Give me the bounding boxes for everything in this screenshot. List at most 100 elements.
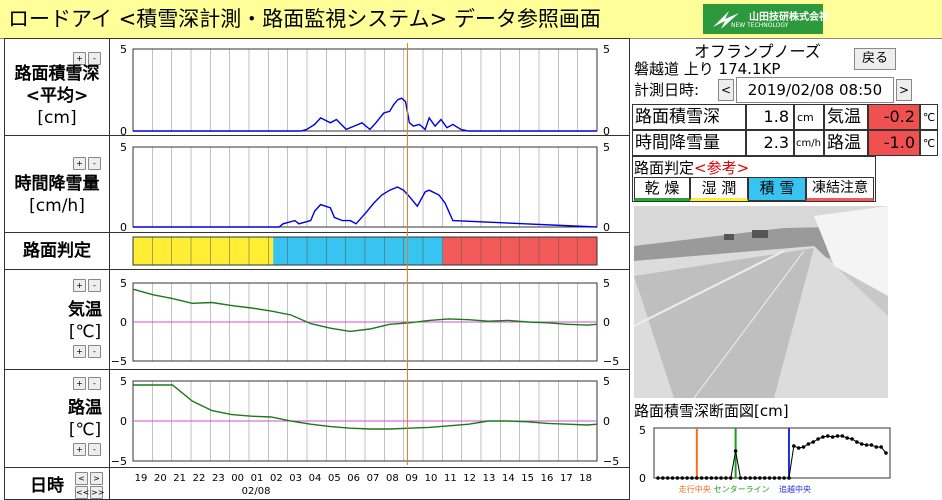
- x-tick-label: 17: [560, 473, 573, 484]
- snowfall-minus-button[interactable]: -: [88, 157, 101, 170]
- y-tick-label: −5: [603, 355, 619, 368]
- xsec-point: [680, 476, 685, 480]
- xsec-point: [835, 434, 840, 438]
- y-tick-label: −5: [111, 355, 127, 368]
- air-temp-minus-button-2[interactable]: -: [88, 345, 101, 358]
- xsec-point: [695, 476, 699, 480]
- y-tick-label: 5: [603, 375, 610, 388]
- x-tick-label: 21: [173, 473, 186, 484]
- snowfall-plus-button[interactable]: +: [73, 157, 86, 170]
- plot-frame: [132, 146, 598, 228]
- x-tick-label: 08: [386, 473, 399, 484]
- x-tick-label: 11: [444, 473, 457, 484]
- air-temp-reading-unit: ℃: [920, 104, 938, 130]
- company-subtitle: NEW TECHNOLOGY: [731, 22, 789, 29]
- xsec-point: [801, 445, 806, 449]
- x-tick-label: 13: [483, 473, 496, 484]
- series-line: [133, 186, 598, 228]
- xsec-point: [762, 476, 767, 480]
- status-frame: [132, 236, 598, 266]
- datetime-field[interactable]: 2019/02/08 08:50: [736, 77, 894, 103]
- xsec-point: [816, 437, 820, 441]
- x-tick-label: 06: [347, 473, 360, 484]
- xsec-point: [864, 443, 869, 447]
- y-tick-label: 5: [120, 43, 127, 56]
- judgement-reference: <参考>: [694, 159, 750, 177]
- company-logo: 山田技研株式会社 NEW TECHNOLOGY: [703, 4, 829, 34]
- datetime-axis-label: 日時: [30, 476, 64, 496]
- road-status-label: 路面判定: [23, 241, 91, 261]
- xsec-point: [806, 442, 811, 446]
- x-tick-label: 23: [212, 473, 225, 484]
- snow-depth-reading-label: 路面積雪深: [632, 104, 746, 130]
- xsec-marker-label: 走行中央: [679, 484, 711, 494]
- xsec-point: [724, 476, 728, 480]
- x-tick-label: 05: [328, 473, 341, 484]
- air-temp-plus-button[interactable]: +: [73, 279, 86, 292]
- y-tick-label: 5: [603, 43, 610, 56]
- last-button[interactable]: >>: [90, 486, 105, 499]
- y-tick-label: 5: [120, 277, 127, 290]
- y-tick-label: 0: [603, 316, 610, 329]
- road-temp-minus-button-2[interactable]: -: [88, 443, 101, 456]
- x-tick-label: 18: [579, 473, 592, 484]
- y-tick-label: −5: [111, 455, 127, 468]
- company-name: 山田技研株式会社: [749, 12, 829, 23]
- x-tick-label: 07: [367, 473, 380, 484]
- first-button[interactable]: <<: [75, 486, 90, 499]
- x-tick-label: 22: [193, 473, 206, 484]
- snow-depth-minus-button[interactable]: -: [88, 52, 101, 65]
- road-temp-reading-label: 路温: [824, 130, 868, 156]
- prev-button[interactable]: <: [75, 472, 88, 485]
- y-tick-label: 0: [603, 221, 610, 234]
- y-tick-label: 0: [120, 316, 127, 329]
- judgement-box: [632, 156, 876, 202]
- xsec-point: [719, 476, 723, 480]
- air-temp-label: 気温: [68, 300, 102, 320]
- xsec-point: [772, 476, 777, 480]
- xsec-point: [704, 476, 709, 480]
- charts-svg: 0 05 50 05 5−5 −50 05 5−5 −50 05 519 20 21 22 23 00 01 02…: [111, 43, 619, 497]
- x-tick-label: 15: [521, 473, 534, 484]
- next-button[interactable]: >: [90, 472, 103, 485]
- xsec-ymin: 0: [639, 472, 646, 485]
- xsec-point: [738, 476, 743, 480]
- road-temp-unit: [℃]: [68, 420, 102, 440]
- x-tick-label: 09: [405, 473, 418, 484]
- xsec-point: [821, 435, 825, 439]
- xsec-ymax: 5: [639, 424, 646, 437]
- road-temp-label: 路温: [68, 398, 102, 418]
- air-temp-plus-button-2[interactable]: +: [73, 345, 86, 358]
- series-line: [132, 288, 598, 333]
- y-tick-label: 5: [603, 277, 610, 290]
- x-tick-label: 12: [463, 473, 476, 484]
- series-line: [133, 97, 597, 132]
- y-tick-label: 0: [120, 415, 127, 428]
- air-temp-minus-button[interactable]: -: [88, 279, 101, 292]
- snowfall-reading-value: 2.3: [746, 130, 794, 156]
- xsec-point: [850, 437, 854, 441]
- road-temp-plus-button[interactable]: +: [73, 377, 86, 390]
- lightning-icon: [713, 11, 739, 29]
- datetime-next-button[interactable]: >: [896, 79, 912, 101]
- xsec-point: [859, 442, 864, 446]
- status-segment: [442, 237, 597, 265]
- datetime-label: 計測日時:: [634, 81, 700, 99]
- snowfall-reading-label: 時間降雪量: [632, 130, 746, 156]
- xsec-point: [830, 435, 835, 439]
- road-temp-minus-button[interactable]: -: [88, 377, 101, 390]
- xsec-marker-label: 追越中央: [779, 484, 811, 494]
- xsec-point: [758, 476, 762, 480]
- road-temp-reading-unit: ℃: [920, 130, 938, 156]
- xsec-marker-label: センターライン: [714, 485, 770, 494]
- road-temp-plus-button-2[interactable]: +: [73, 443, 86, 456]
- datetime-prev-button[interactable]: <: [718, 79, 734, 101]
- xsec-point: [811, 440, 816, 444]
- snow-depth-plus-button[interactable]: +: [73, 52, 86, 65]
- back-button[interactable]: 戻る: [854, 48, 896, 70]
- xsec-point: [709, 476, 714, 480]
- x-tick-label: 03: [289, 473, 302, 484]
- chart-panel: + - 路面積雪深 <平均> [cm] + - 時間降雪量 [cm/h] 路面判…: [4, 38, 630, 500]
- x-date-label: 02/08: [242, 486, 271, 497]
- xsec-point: [884, 451, 888, 455]
